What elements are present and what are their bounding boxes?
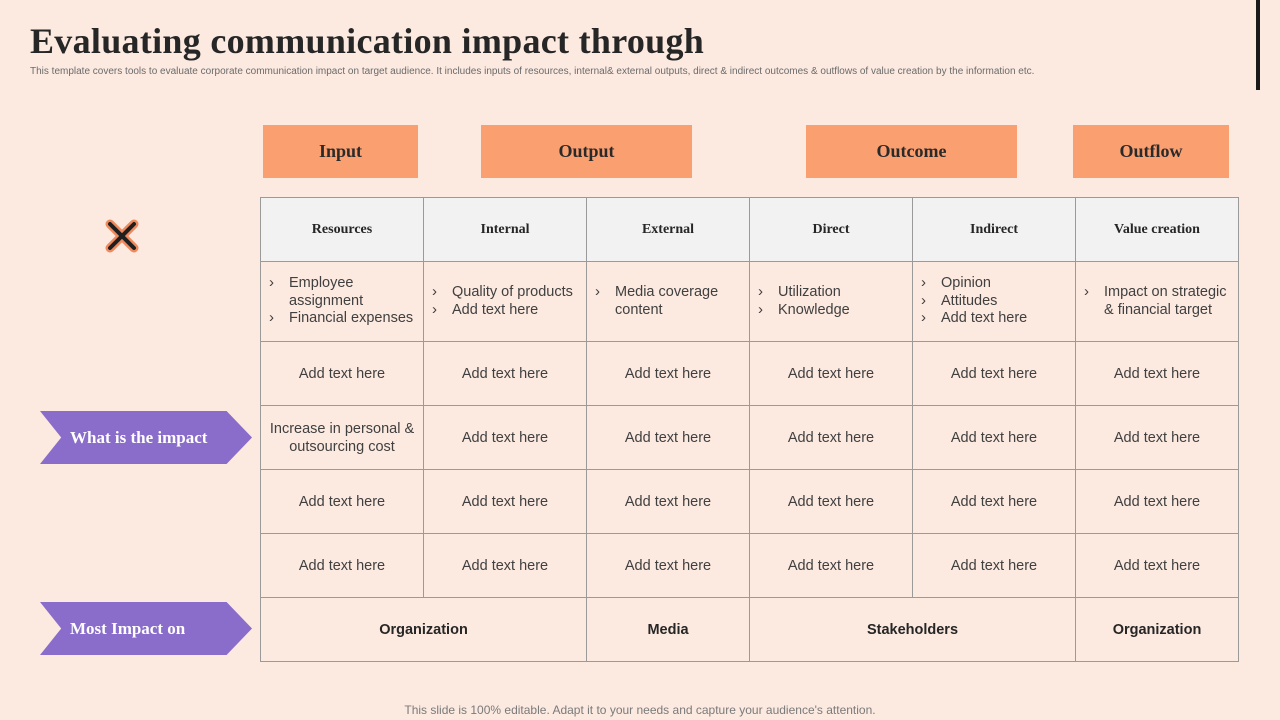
column-header: Resources bbox=[260, 197, 424, 262]
table-cell: Add text here bbox=[586, 341, 750, 406]
most-impact-row: Organization Media Stakeholders Organiza… bbox=[260, 597, 1239, 662]
list-item: Opinion bbox=[921, 274, 1067, 293]
table-row: Add text here Add text here Add text her… bbox=[260, 469, 1239, 534]
column-header: Indirect bbox=[912, 197, 1076, 262]
table-cell: Add text here bbox=[1075, 405, 1239, 470]
list-item: Media coverage content bbox=[595, 283, 741, 319]
column-header: Value creation bbox=[1075, 197, 1239, 262]
table-row: Employee assignment Financial expenses Q… bbox=[260, 261, 1239, 342]
footer-note: This slide is 100% editable. Adapt it to… bbox=[404, 703, 876, 717]
phase-input: Input bbox=[263, 125, 418, 178]
table-cell: Add text here bbox=[912, 469, 1076, 534]
phase-outflow: Outflow bbox=[1073, 125, 1229, 178]
table-cell: Utilization Knowledge bbox=[749, 261, 913, 342]
table-cell: Add text here bbox=[1075, 341, 1239, 406]
list-item: Add text here bbox=[432, 301, 578, 320]
list-item: Add text here bbox=[921, 309, 1067, 328]
table-cell: Add text here bbox=[260, 469, 424, 534]
table-cell: Add text here bbox=[586, 533, 750, 598]
table-cell: Add text here bbox=[586, 405, 750, 470]
impact-target-media: Media bbox=[586, 597, 750, 662]
impact-target-stakeholders: Stakeholders bbox=[749, 597, 1076, 662]
table-cell: Add text here bbox=[1075, 533, 1239, 598]
table-row: Increase in personal & outsourcing cost … bbox=[260, 405, 1239, 470]
table-cell: Add text here bbox=[1075, 469, 1239, 534]
impact-table: Resources Internal External Direct Indir… bbox=[260, 197, 1239, 662]
table-row: Add text here Add text here Add text her… bbox=[260, 533, 1239, 598]
table-cell: Add text here bbox=[912, 533, 1076, 598]
column-header: Internal bbox=[423, 197, 587, 262]
page-subtitle: This template covers tools to evaluate c… bbox=[30, 66, 1035, 77]
list-item: Employee assignment bbox=[269, 274, 415, 310]
table-cell: Increase in personal & outsourcing cost bbox=[260, 405, 424, 470]
table-cell: Add text here bbox=[749, 533, 913, 598]
impact-target-organization-2: Organization bbox=[1075, 597, 1239, 662]
table-header-row: Resources Internal External Direct Indir… bbox=[260, 197, 1239, 262]
column-header: Direct bbox=[749, 197, 913, 262]
table-cell: Add text here bbox=[912, 341, 1076, 406]
table-cell: Add text here bbox=[912, 405, 1076, 470]
table-cell: Add text here bbox=[749, 405, 913, 470]
table-cell: Media coverage content bbox=[586, 261, 750, 342]
table-cell: Quality of products Add text here bbox=[423, 261, 587, 342]
list-item: Impact on strategic & financial target bbox=[1084, 283, 1230, 319]
table-cell: Opinion Attitudes Add text here bbox=[912, 261, 1076, 342]
table-cell: Add text here bbox=[586, 469, 750, 534]
table-cell: Employee assignment Financial expenses bbox=[260, 261, 424, 342]
what-is-the-impact-label: What is the impact bbox=[40, 411, 252, 464]
table-cell: Add text here bbox=[423, 405, 587, 470]
phase-outcome: Outcome bbox=[806, 125, 1017, 178]
table-cell: Add text here bbox=[423, 341, 587, 406]
most-impact-on-label: Most Impact on bbox=[40, 602, 252, 655]
list-item: Financial expenses bbox=[269, 309, 415, 328]
corner-decoration bbox=[1256, 0, 1260, 90]
list-item: Quality of products bbox=[432, 283, 578, 302]
column-header: External bbox=[586, 197, 750, 262]
table-row: Add text here Add text here Add text her… bbox=[260, 341, 1239, 406]
list-item: Utilization bbox=[758, 283, 904, 302]
table-cell: Add text here bbox=[260, 341, 424, 406]
list-item: Knowledge bbox=[758, 301, 904, 320]
table-cell: Impact on strategic & financial target bbox=[1075, 261, 1239, 342]
cross-icon bbox=[105, 219, 139, 253]
table-cell: Add text here bbox=[260, 533, 424, 598]
list-item: Attitudes bbox=[921, 292, 1067, 311]
table-cell: Add text here bbox=[423, 533, 587, 598]
impact-target-organization: Organization bbox=[260, 597, 587, 662]
page-title: Evaluating communication impact through bbox=[30, 21, 705, 61]
phase-output: Output bbox=[481, 125, 692, 178]
table-cell: Add text here bbox=[749, 341, 913, 406]
table-cell: Add text here bbox=[749, 469, 913, 534]
table-cell: Add text here bbox=[423, 469, 587, 534]
